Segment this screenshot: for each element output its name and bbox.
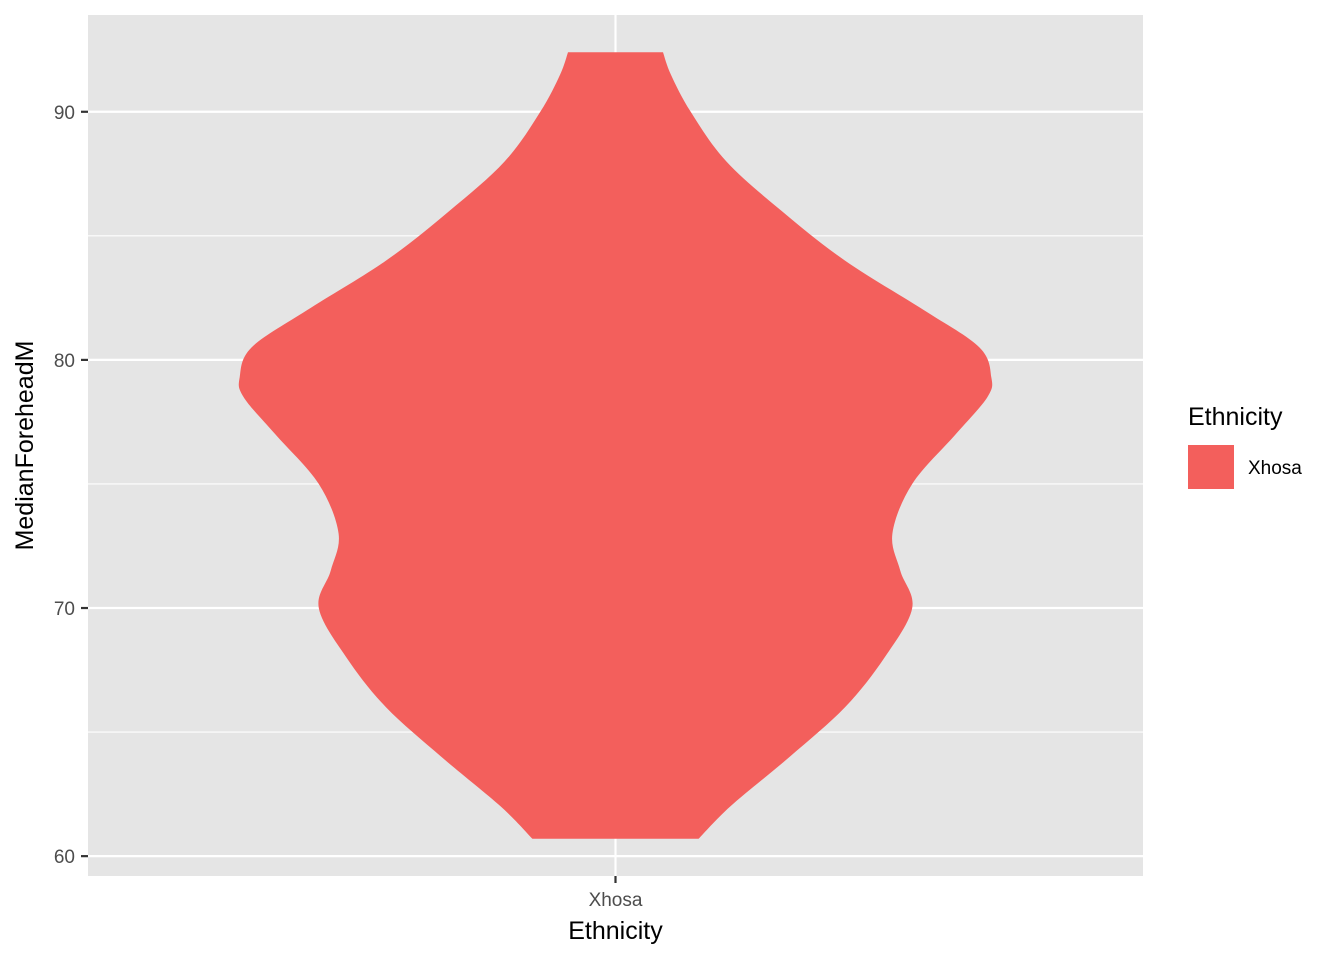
legend: Ethnicity Xhosa xyxy=(1188,403,1302,489)
y-tick-label: 90 xyxy=(54,103,75,124)
y-tick-label: 80 xyxy=(54,351,75,372)
legend-key-xhosa xyxy=(1188,445,1234,489)
violin-xhosa xyxy=(238,52,993,839)
x-axis-title: Ethnicity xyxy=(568,917,663,945)
legend-label-xhosa: Xhosa xyxy=(1248,458,1302,479)
y-axis: 60 70 80 90 xyxy=(54,103,88,868)
y-tick-label: 60 xyxy=(54,847,75,868)
x-axis: Xhosa xyxy=(589,876,643,911)
violins xyxy=(238,52,993,839)
y-axis-title: MedianForeheadM xyxy=(11,341,39,551)
x-tick-label: Xhosa xyxy=(589,890,643,911)
y-tick-label: 70 xyxy=(54,599,75,620)
legend-title: Ethnicity xyxy=(1188,403,1283,431)
